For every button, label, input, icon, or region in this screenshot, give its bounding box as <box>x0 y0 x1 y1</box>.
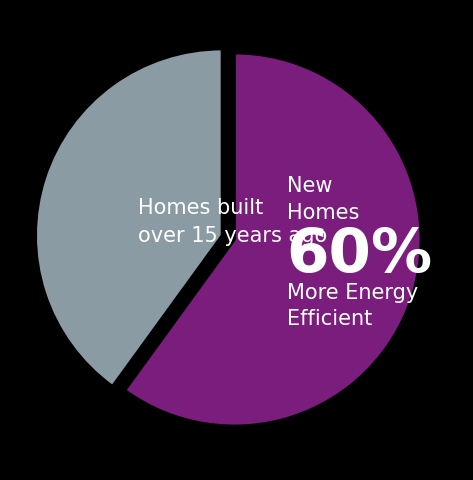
Text: New
Homes: New Homes <box>287 176 359 222</box>
Text: Homes built
over 15 years ago: Homes built over 15 years ago <box>138 197 327 245</box>
Wedge shape <box>35 50 222 386</box>
Text: 60%: 60% <box>287 226 433 284</box>
Wedge shape <box>125 54 421 426</box>
Text: More Energy
Efficient: More Energy Efficient <box>287 282 418 328</box>
